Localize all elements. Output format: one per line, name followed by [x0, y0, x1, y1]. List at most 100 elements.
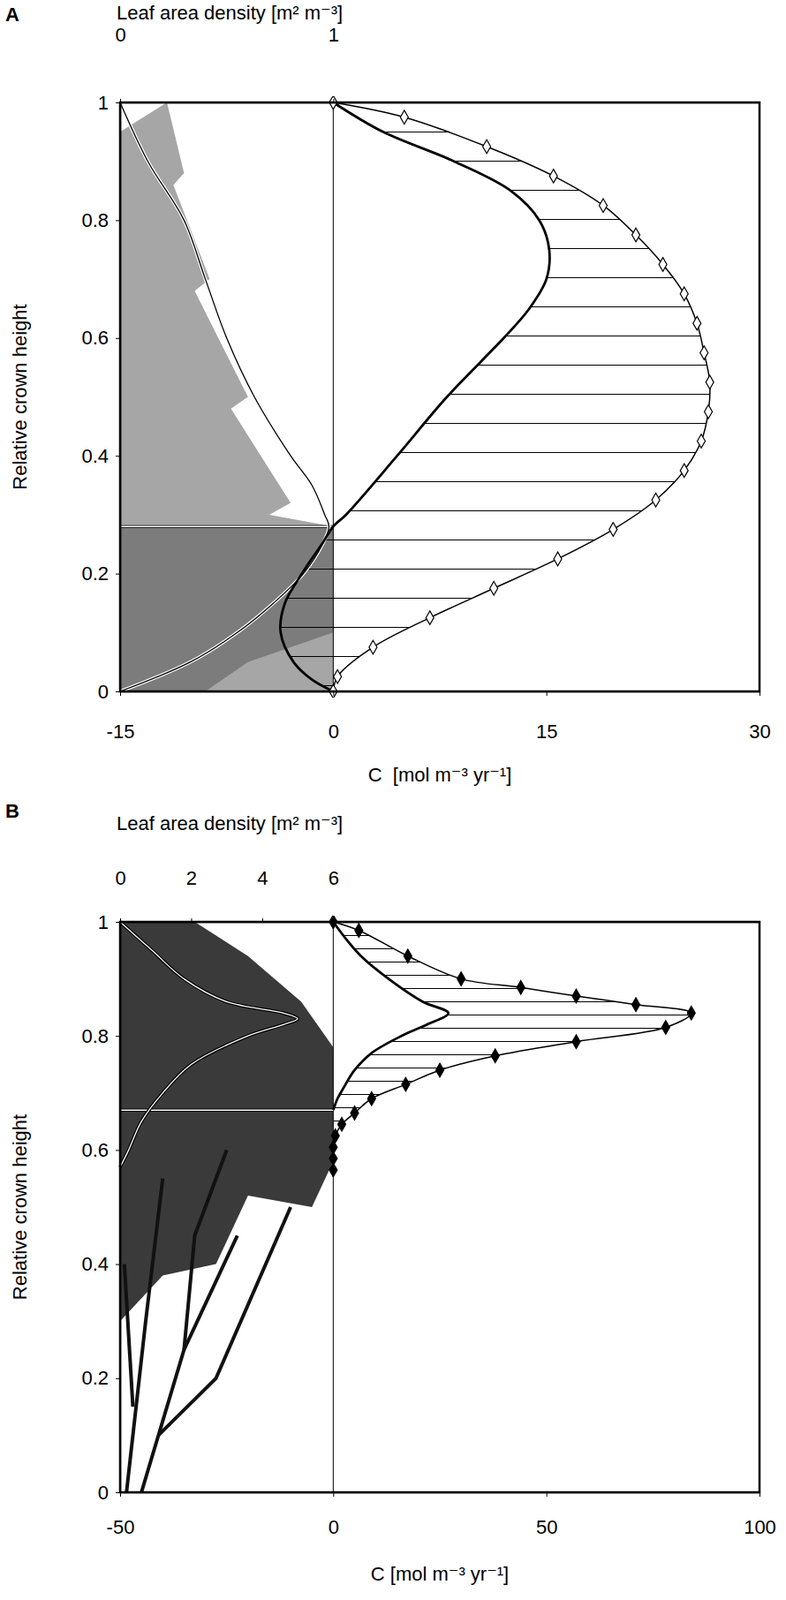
axis-line: [120, 922, 122, 1494]
marker: [403, 949, 412, 964]
axis-line: [120, 1492, 761, 1495]
lad-line-halo: [120, 922, 298, 1168]
frame: [120, 922, 760, 1493]
marker: [693, 316, 702, 331]
tick-mark: [120, 98, 121, 103]
tick: 0.8: [81, 209, 121, 232]
yticks-axis: 00.20.40.60.81: [81, 911, 121, 1504]
tick-mark: [332, 691, 334, 696]
marker: [329, 1163, 338, 1178]
x2-axis-title: Leaf area density [m² m⁻³]: [116, 1, 343, 24]
marker: [355, 923, 363, 938]
tick-label: 30: [748, 720, 771, 743]
marker: [553, 551, 562, 567]
tick-mark: [546, 691, 548, 696]
tick: 0.4: [81, 1253, 121, 1276]
tick-mark: [115, 1035, 121, 1037]
marker: [401, 1077, 410, 1092]
x-axis-title: C [mol m⁻³ yr⁻¹]: [368, 763, 513, 786]
yticks-axis: 0 0.2 0.4 0.6 0.8 1: [81, 91, 121, 703]
marker: [632, 997, 641, 1013]
reference-line: [120, 1109, 333, 1111]
tick-mark: [115, 574, 121, 575]
tick: -50: [106, 1492, 136, 1539]
marker: [572, 1035, 581, 1050]
tick: 1: [98, 911, 121, 934]
x2-axis-title: Leaf area density [m² m⁻³]: [116, 812, 343, 835]
panel-label: B: [5, 800, 20, 823]
tick-mark: [332, 98, 334, 103]
tick: 0: [328, 691, 340, 743]
y-axis-title: Relative crown height: [8, 303, 31, 490]
tick-label: 15: [536, 720, 558, 743]
zero-line: [332, 922, 334, 1493]
tick-label: 1: [98, 911, 109, 934]
tick-label: 0.2: [81, 562, 109, 585]
axis-line: [120, 691, 761, 694]
tick-mark: [262, 918, 264, 923]
tick-mark: [115, 455, 121, 457]
tick-label: 1: [98, 91, 109, 114]
marker: [705, 375, 714, 390]
tick: 0: [114, 867, 126, 923]
tick-mark: [759, 691, 761, 696]
marker: [549, 169, 558, 184]
tick: 0.2: [81, 562, 121, 585]
tick-mark: [120, 918, 121, 923]
tick-label: 0.6: [81, 326, 109, 349]
tick-mark: [120, 1492, 121, 1497]
marker: [609, 522, 618, 537]
x2ticks-axis: 01: [114, 23, 760, 104]
tick-label: -15: [106, 720, 136, 743]
marker: [651, 492, 660, 507]
axis-line: [120, 103, 122, 693]
tick-label: 0.8: [81, 209, 109, 232]
marker: [457, 972, 466, 987]
tick-label: 0.4: [81, 445, 109, 468]
tick-label: 6: [328, 867, 340, 890]
frame: [120, 102, 760, 692]
tick: 0.6: [81, 326, 121, 349]
tick-label: 0.8: [81, 1025, 109, 1048]
tick-mark: [115, 1149, 121, 1151]
hatch: [332, 922, 692, 1171]
tick-label: 0: [98, 1481, 109, 1504]
tick-mark: [115, 102, 121, 104]
tick-mark: [115, 922, 121, 923]
xticks-axis: -50050100: [106, 1492, 777, 1539]
tick-mark: [115, 1492, 121, 1494]
tick-label: 0: [114, 867, 126, 890]
tick-label: 0: [114, 23, 126, 46]
tick-mark: [546, 1492, 548, 1497]
marker: [704, 404, 713, 419]
marker: [483, 139, 492, 154]
marker: [632, 227, 641, 242]
tick: 0.2: [81, 1367, 121, 1390]
marker: [436, 1063, 445, 1078]
tick-label: -50: [106, 1516, 136, 1539]
reference-line: [120, 525, 333, 528]
tick-label: 0: [328, 720, 340, 743]
x-axis-title: C [mol m⁻³ yr⁻¹]: [370, 1563, 509, 1586]
marker: [680, 287, 688, 302]
tick: 0: [98, 680, 121, 703]
tick-mark: [332, 1492, 334, 1497]
tick: -15: [106, 691, 136, 743]
line: [279, 102, 550, 692]
tick-label: 0: [328, 1516, 340, 1539]
tree-branch: [183, 1149, 227, 1350]
line: [332, 922, 692, 1171]
lad-line: [120, 922, 298, 1168]
tick-mark: [190, 918, 192, 923]
line: [332, 922, 448, 1111]
tick: 0: [328, 1492, 340, 1539]
tick-label: 0: [98, 680, 109, 703]
tick: 0: [98, 1481, 121, 1504]
marker: [491, 1049, 499, 1064]
axis-line: [120, 922, 761, 924]
marker: [425, 611, 434, 626]
tick-label: 1: [328, 23, 340, 46]
marker: [350, 1106, 359, 1121]
line: [332, 102, 711, 692]
xticks-axis: -15 0 15 30: [106, 691, 771, 743]
